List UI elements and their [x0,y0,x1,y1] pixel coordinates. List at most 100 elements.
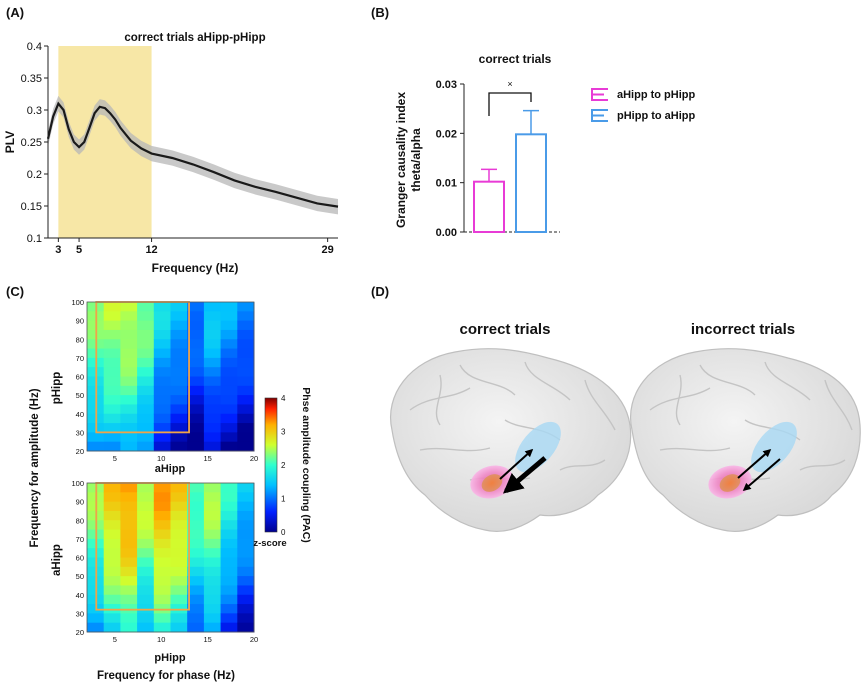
heatmap-cell [187,510,205,521]
heatmap-cell [187,594,205,605]
y-tick-label: 70 [76,354,84,363]
legend-label-a-to-p: aHipp to pHipp [617,89,695,101]
heatmap-cell [187,404,205,415]
heatmap-cell [103,492,121,503]
heatmap-cell [187,357,205,368]
heatmap-cell [220,557,238,568]
heatmap-cell [220,311,238,322]
heatmap-cell [137,576,155,586]
heatmap-cell [170,557,188,568]
heatmap-cell [87,432,105,443]
heatmap-cell [187,613,205,624]
x-tick-label: 5 [76,244,82,256]
heatmap-cell [220,348,238,359]
heatmap-cell [203,557,222,568]
heatmap-cell [203,566,222,577]
heatmap-cell [120,395,138,405]
heatmap-cell [120,501,138,512]
y-tick-label: 100 [71,479,84,488]
colorbar-tick-label: 3 [281,428,286,437]
heatmap-cell [170,432,188,443]
panel-b-label: (B) [371,5,389,20]
heatmap-cell [220,329,238,340]
colorbar-tick-label: 0 [281,528,286,537]
heatmap-cell [203,492,222,503]
heatmap-cell [203,329,222,340]
heatmap-cell [137,557,155,568]
x-tick-label: 3 [55,244,61,256]
heatmap-cell [137,376,155,387]
heatmap-cell [120,367,138,377]
correct-trials-title: correct trials [460,321,551,338]
colorbar-ticks: 0 1 2 3 4 [281,394,286,537]
heatmap-cell [137,432,155,443]
panel-d-brains: correct trials incorrect trials [390,321,861,532]
heatmap-cell [170,423,188,433]
heatmap-cell [203,423,222,433]
heatmap-cell [203,548,222,558]
heatmap-cell [137,613,155,624]
y-axis-title: Frequency for amplitude (Hz) [29,388,41,547]
heatmap-cell [153,404,171,415]
heatmap-cell [153,320,171,331]
heatmap-cell [187,483,205,493]
panel-c-label: (C) [6,284,24,299]
heatmap-cell [170,548,188,558]
heatmap-cell [203,320,222,331]
heatmap-cell [137,529,155,540]
heatmap-cell [137,329,155,340]
heatmap-cell [203,604,222,614]
heatmap-cell [237,311,255,322]
heatmap-cell [203,622,222,633]
heatmap-cell [237,548,255,558]
heatmap-cell [170,413,188,424]
heatmap-cell [103,404,121,415]
heatmap-cell [103,357,121,368]
heatmap-cell [103,423,121,433]
heatmap-cell [103,501,121,512]
heatmap-cell [170,329,188,340]
heatmap-cell [203,501,222,512]
colorbar-tick-label: 2 [281,461,286,470]
heatmap-cell [120,432,138,443]
heatmap-cell [137,492,155,503]
heatmap-cell [103,311,121,322]
heatmap-cell [153,557,171,568]
heatmap-cell [153,566,171,577]
heatmap-cell [137,348,155,359]
heatmap-cell [220,576,238,586]
heatmap-cell [103,441,121,452]
heatmap-cell [153,441,171,452]
heatmap-cell [237,520,255,531]
arrow-p-to-a [502,456,547,494]
heatmap-cell [220,520,238,531]
heatmap-cell [103,566,121,577]
heatmap-cell [220,441,238,452]
heatmap-cell [187,385,205,396]
heatmap-cell [220,501,238,512]
heatmap-cell [203,413,222,424]
heatmap-cell [153,395,171,405]
y-tick-label: 0.03 [436,79,457,91]
heatmap-cell [220,585,238,596]
heatmap-cell [220,483,238,493]
heatmap-cell [137,548,155,558]
heatmap-cell [153,585,171,596]
heatmap-cell [153,613,171,624]
heatmap-cell [120,423,138,433]
y-tick-label: 90 [76,498,84,507]
heatmap-cell [203,339,222,350]
y-tick-label: 0.1 [27,233,42,245]
heatmap-cell [170,613,188,624]
y-tick-label: 50 [76,572,84,581]
heatmap-cell [237,413,255,424]
heatmap-cell [137,423,155,433]
heatmap-cell [187,529,205,540]
heatmap-cell [203,483,222,493]
heatmap-cell [187,492,205,503]
y-tick-labels: 0.00 0.01 0.02 0.03 [436,79,464,239]
heatmap-cell [220,357,238,368]
y-tick-label: 0.01 [436,178,457,190]
y-tick-label: 0.15 [21,201,42,213]
bottom-map-x-label: pHipp [154,652,185,664]
